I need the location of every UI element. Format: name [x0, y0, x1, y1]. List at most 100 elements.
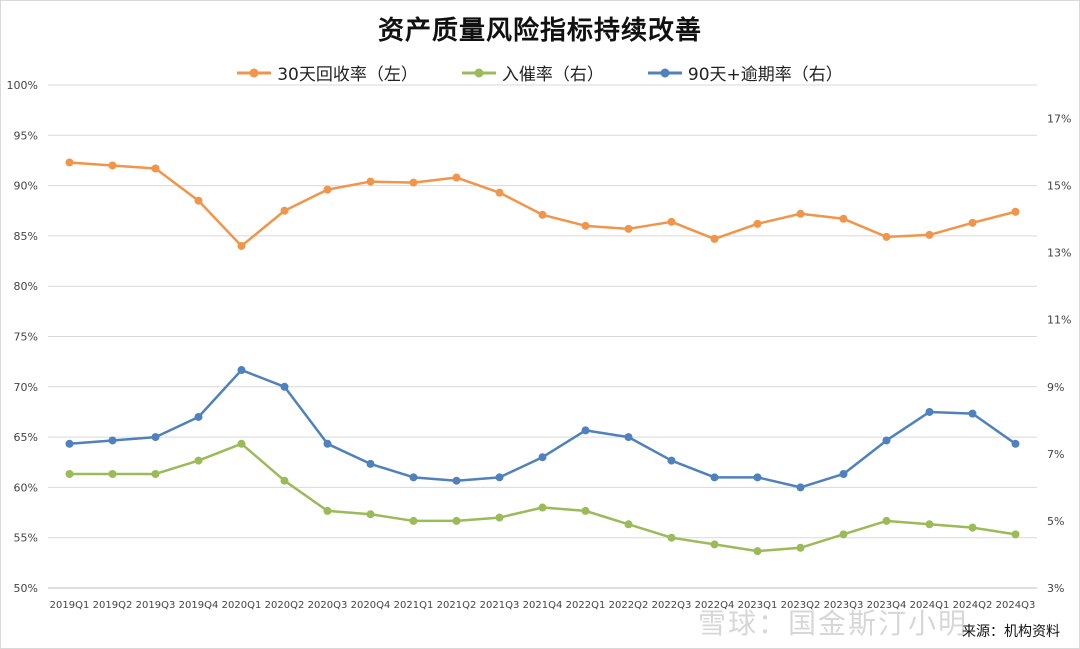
data-point [194, 456, 203, 465]
x-tick-label: 2021Q1 [394, 600, 434, 611]
x-tick-label: 2023Q3 [824, 600, 864, 611]
data-point [581, 221, 590, 230]
x-tick-label: 2023Q1 [738, 600, 778, 611]
left-tick-label: 80% [14, 280, 38, 293]
data-point [796, 209, 805, 218]
data-point [495, 188, 504, 197]
legend-item-overdue: 90天+逾期率（右） [647, 60, 843, 85]
data-point [839, 530, 848, 539]
data-point [280, 476, 289, 485]
legend-label-overdue: 90天+逾期率（右） [687, 65, 843, 85]
data-point [538, 503, 547, 512]
x-tick-label: 2023Q4 [867, 600, 907, 611]
legend-label-recovery: 30天回收率（左） [277, 65, 418, 85]
data-point [280, 206, 289, 215]
right-tick-label: 5% [1047, 515, 1064, 528]
data-point [624, 520, 633, 529]
right-tick-label: 7% [1047, 448, 1064, 461]
legend-item-entry: 入催率（右） [461, 60, 604, 85]
data-point [624, 433, 633, 442]
x-tick-label: 2022Q2 [609, 600, 649, 611]
x-tick-label: 2024Q2 [953, 600, 993, 611]
data-point [925, 520, 934, 529]
x-tick-label: 2023Q2 [781, 600, 821, 611]
data-point [65, 439, 74, 448]
data-point [882, 436, 891, 445]
x-tick-label: 2020Q4 [351, 600, 391, 611]
x-tick-label: 2019Q4 [179, 600, 219, 611]
data-point [452, 173, 461, 182]
data-point [538, 453, 547, 462]
data-point [237, 439, 246, 448]
data-point [194, 412, 203, 421]
x-tick-label: 2024Q1 [910, 600, 950, 611]
x-tick-label: 2019Q1 [50, 600, 90, 611]
left-tick-label: 75% [14, 331, 38, 344]
data-point [1011, 207, 1020, 216]
data-point [1011, 530, 1020, 539]
data-point [753, 547, 762, 556]
data-point [366, 510, 375, 519]
x-tick-label: 2019Q3 [136, 600, 176, 611]
series-lines [65, 158, 1020, 556]
gridlines [48, 84, 1037, 589]
data-point [968, 409, 977, 418]
data-point [796, 543, 805, 552]
data-point [667, 217, 676, 226]
data-point [108, 161, 117, 170]
x-tick-label: 2021Q2 [437, 600, 477, 611]
data-point [882, 516, 891, 525]
legend-key-recovery [237, 68, 272, 77]
data-point [65, 158, 74, 167]
data-point [151, 469, 160, 478]
right-tick-label: 11% [1047, 314, 1071, 327]
x-tick-label: 2020Q1 [222, 600, 262, 611]
source-note: 来源：机构资料 [962, 624, 1060, 640]
data-point [237, 366, 246, 375]
data-point [323, 506, 332, 515]
data-point [452, 516, 461, 525]
data-point [753, 473, 762, 482]
data-point [968, 218, 977, 227]
left-tick-label: 70% [14, 381, 38, 394]
left-tick-label: 50% [14, 582, 38, 595]
x-tick-label: 2019Q2 [93, 600, 133, 611]
legend-label-entry: 入催率（右） [501, 65, 604, 85]
x-tick-label: 2021Q3 [480, 600, 520, 611]
data-point [280, 382, 289, 391]
data-point [409, 516, 418, 525]
chart-title: 资产质量风险指标持续改善 [377, 16, 702, 46]
data-point [710, 234, 719, 243]
x-tick-label: 2022Q4 [695, 600, 735, 611]
data-point [538, 210, 547, 219]
watermark-text: 雪球：国金斯汀小明 [698, 607, 969, 640]
legend-key-overdue [647, 68, 682, 77]
data-point [409, 473, 418, 482]
data-point [323, 439, 332, 448]
x-tick-label: 2020Q2 [265, 600, 305, 611]
data-point [839, 214, 848, 223]
data-point [323, 185, 332, 194]
data-point [65, 469, 74, 478]
left-tick-label: 100% [7, 79, 38, 92]
data-point [495, 513, 504, 522]
right-tick-label: 15% [1047, 180, 1071, 193]
data-point [581, 426, 590, 435]
data-point [366, 459, 375, 468]
x-tick-label: 2022Q1 [566, 600, 606, 611]
right-tick-label: 3% [1047, 582, 1064, 595]
data-point [452, 476, 461, 485]
legend-key-entry [461, 68, 496, 77]
right-axis-ticks: 3% 5% 7% 9% 11% 13% 15% 17% [1047, 113, 1071, 595]
x-axis-ticks: 2019Q1 2019Q2 2019Q3 2019Q4 2020Q1 2020Q2 2020… [50, 600, 1036, 611]
data-point [667, 456, 676, 465]
data-point [882, 232, 891, 241]
x-tick-label: 2022Q3 [652, 600, 692, 611]
data-point [151, 433, 160, 442]
legend-item-recovery: 30天回收率（左） [237, 60, 418, 85]
data-point [108, 436, 117, 445]
data-point [968, 523, 977, 532]
data-point [753, 219, 762, 228]
right-tick-label: 13% [1047, 247, 1071, 260]
